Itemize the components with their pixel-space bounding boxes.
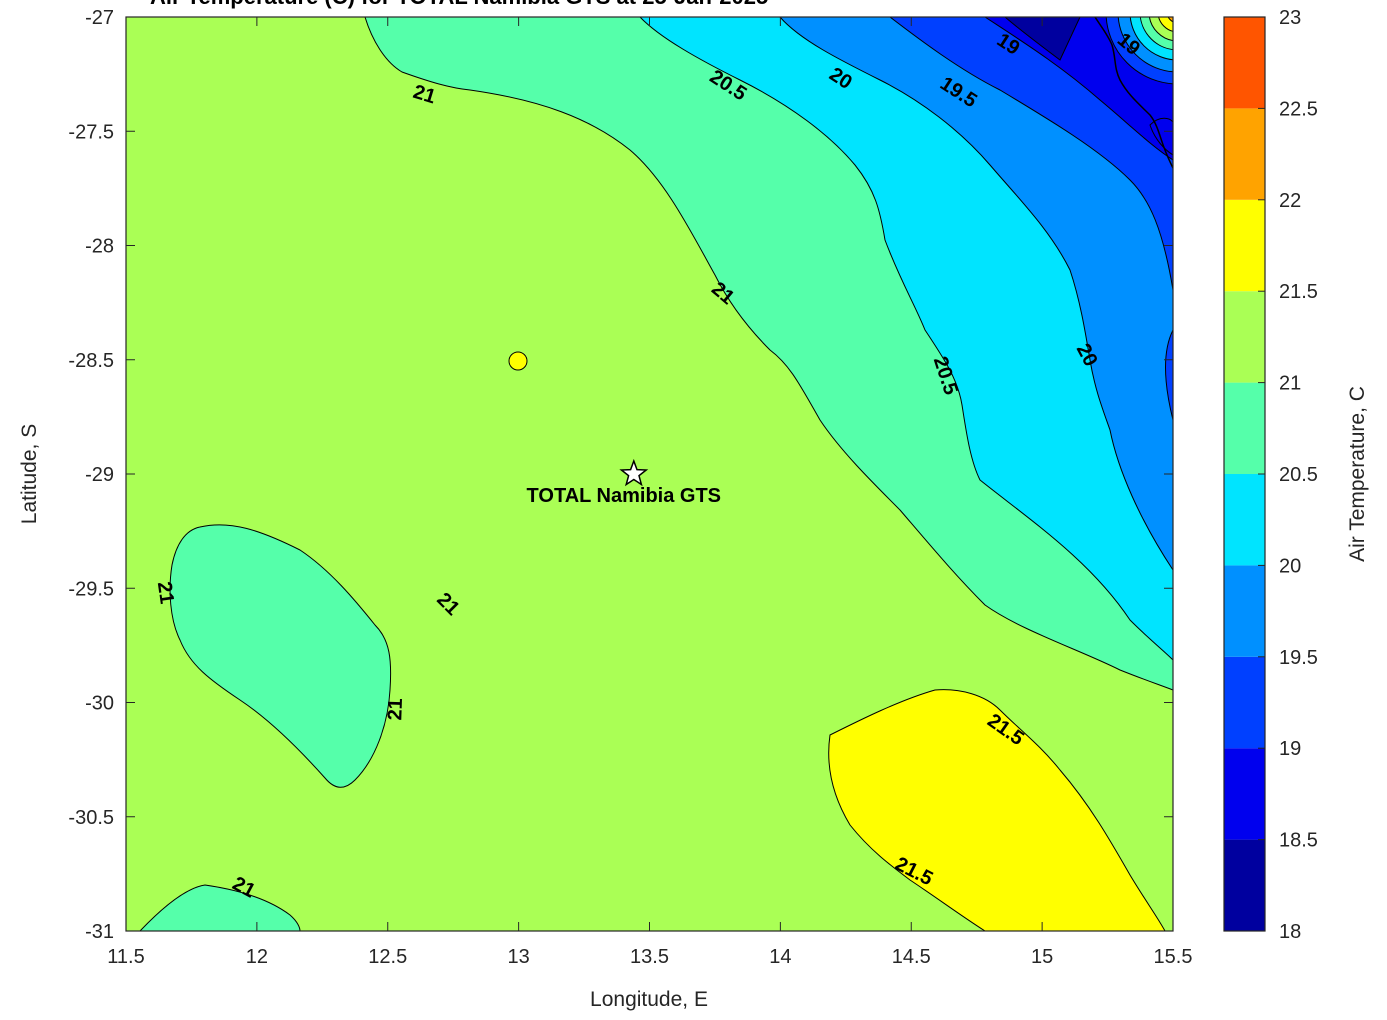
colorbar-segment (1224, 656, 1265, 749)
y-tick-label: -29 (85, 464, 114, 486)
x-tick-label: 12 (246, 946, 268, 968)
ring-22.5 (1167, 17, 1173, 23)
colorbar: 18 18.5 19 19.5 20 20.5 21 21.5 22 22.5 23 (1223, 7, 1318, 943)
station-star-icon (619, 458, 649, 487)
y-tick-label: -29.5 (68, 578, 114, 600)
band-20.5-21-sw-patch (139, 884, 301, 931)
x-tick-label: 11.5 (107, 946, 144, 968)
colorbar-segment (1224, 199, 1265, 292)
plot-area (126, 17, 1173, 931)
coastline (1094, 17, 1173, 169)
y-tick-label: -28.5 (68, 350, 114, 372)
colorbar-segment (1224, 748, 1265, 840)
band-18-18.5-east (1149, 117, 1173, 156)
contour-label: 21 (153, 580, 178, 605)
chart-title: Air Temperature (C) for TOTAL Namibia GT… (150, 0, 768, 9)
station-label: TOTAL Namibia GTS (527, 485, 721, 507)
y-tick-label: -27.5 (68, 121, 114, 143)
y-axis-label: Latitude, S (18, 424, 41, 524)
colorbar-segment (1224, 108, 1265, 200)
y-tick-label: -28 (85, 236, 114, 258)
colorbar-tick-label: 18 (1279, 921, 1301, 943)
y-tick-label: -30 (85, 693, 114, 715)
colorbar-segment (1224, 17, 1265, 109)
x-tick-label: 12.5 (368, 946, 407, 968)
y-tick-label: -30.5 (68, 807, 114, 829)
colorbar-segment (1224, 291, 1265, 383)
x-tick-label: 13 (508, 946, 530, 968)
x-tick-label: 13.5 (630, 946, 669, 968)
colorbar-tick-label: 20 (1279, 555, 1301, 577)
x-axis-label: Longitude, E (590, 988, 708, 1011)
colorbar-segment (1224, 474, 1265, 566)
colorbar-tick-label: 19 (1279, 738, 1301, 760)
y-tick-label: -27 (85, 7, 114, 29)
ring-22 (1158, 17, 1173, 32)
colorbar-segment (1224, 839, 1265, 931)
colorbar-tick-label: 22 (1279, 190, 1301, 212)
colorbar-segment (1224, 565, 1265, 657)
colorbar-tick-label: 23 (1279, 7, 1301, 29)
colorbar-label: Air Temperature, C (1346, 386, 1369, 562)
y-axis: -27 -27.5 -28 -28.5 -29 -29.5 -30 -30.5 -31 (68, 7, 1173, 943)
y-tick-label: -31 (85, 921, 114, 943)
colorbar-tick-label: 22.5 (1279, 98, 1318, 120)
x-tick-label: 15 (1031, 946, 1053, 968)
station-marker: TOTAL Namibia GTS (527, 458, 721, 507)
band-18-18.5 (1004, 17, 1081, 61)
x-axis: 11.5 12 12.5 13 13.5 14 14.5 15 15.5 (107, 17, 1192, 968)
colorbar-tick-label: 21.5 (1279, 281, 1318, 303)
x-tick-label: 14 (769, 946, 791, 968)
warm-spot (508, 351, 528, 371)
colorbar-tick-label: 20.5 (1279, 464, 1318, 486)
colorbar-tick-label: 18.5 (1279, 830, 1318, 852)
band-19.5-20 (779, 17, 1173, 571)
contour-label: 21 (384, 698, 407, 721)
band-21.5-22-se-patch (828, 689, 1166, 931)
colorbar-segment (1224, 382, 1265, 474)
x-tick-label: 15.5 (1154, 946, 1193, 968)
band-20.5-21-west-island (169, 524, 392, 788)
colorbar-tick-label: 21 (1279, 373, 1301, 395)
colorbar-tick-label: 19.5 (1279, 647, 1318, 669)
x-tick-label: 14.5 (892, 946, 931, 968)
